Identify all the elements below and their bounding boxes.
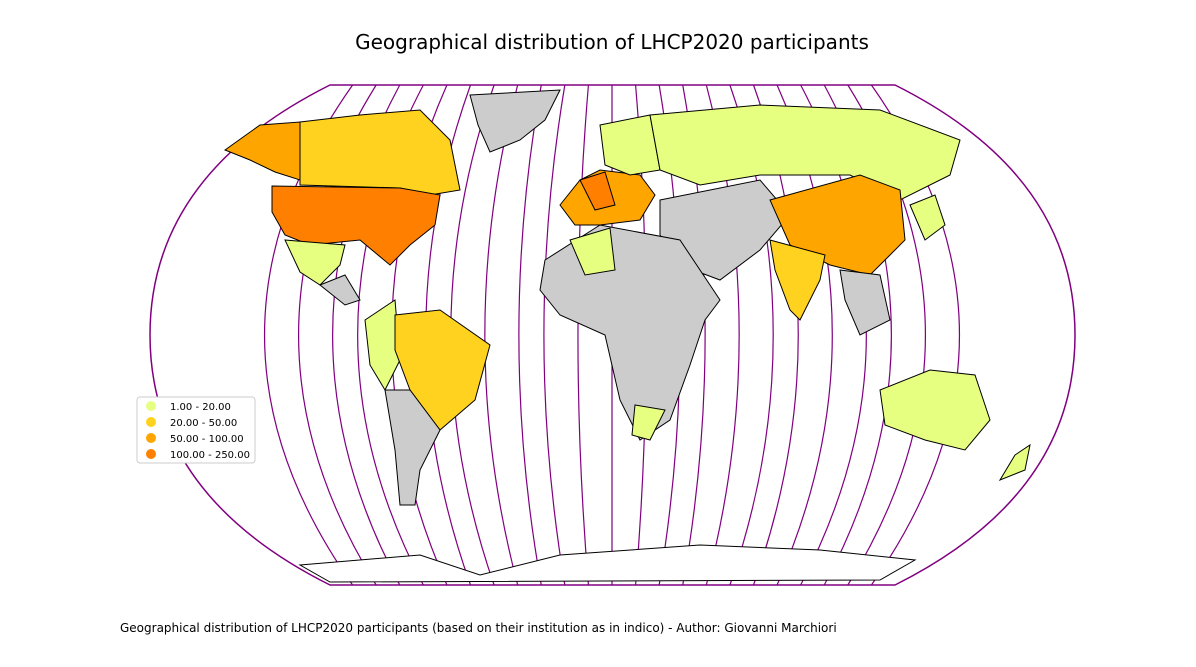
south-africa [631,404,666,441]
southeast-asia [839,269,891,336]
north-africa [569,227,616,276]
new-zealand [998,443,1031,482]
africa [539,224,721,441]
usa [271,185,441,266]
time-zone-line [484,84,519,586]
legend-marker [146,401,156,411]
brazil [394,309,491,431]
time-zone-line [577,84,590,586]
countries [223,89,1031,583]
time-zone-line [518,84,542,586]
andes-north [364,299,401,392]
map-title: Geographical distribution of LHCP2020 pa… [355,30,869,54]
central-america [319,274,361,306]
legend-box [136,396,256,464]
legend-label: 50.00 - 100.00 [170,434,244,445]
japan-korea [909,194,946,241]
caption: Geographical distribution of LHCP2020 pa… [120,621,837,635]
time-zone-line [543,84,566,586]
antarctica [298,544,917,583]
southern-cone [384,389,441,506]
mexico [284,239,346,286]
legend-marker [146,433,156,443]
legend-label: 100.00 - 250.00 [170,450,250,461]
australia [879,369,991,451]
legend: 1.00 - 20.00 20.00 - 50.00 50.00 - 100.00 1… [146,401,250,461]
legend-label: 20.00 - 50.00 [170,418,237,429]
legend-marker [146,449,156,459]
greenland [469,89,561,153]
scandinavia [599,114,661,176]
germany-france [579,171,616,211]
canada [299,109,461,196]
legend-marker [146,417,156,427]
india [769,239,826,321]
legend-label: 1.00 - 20.00 [170,402,231,413]
